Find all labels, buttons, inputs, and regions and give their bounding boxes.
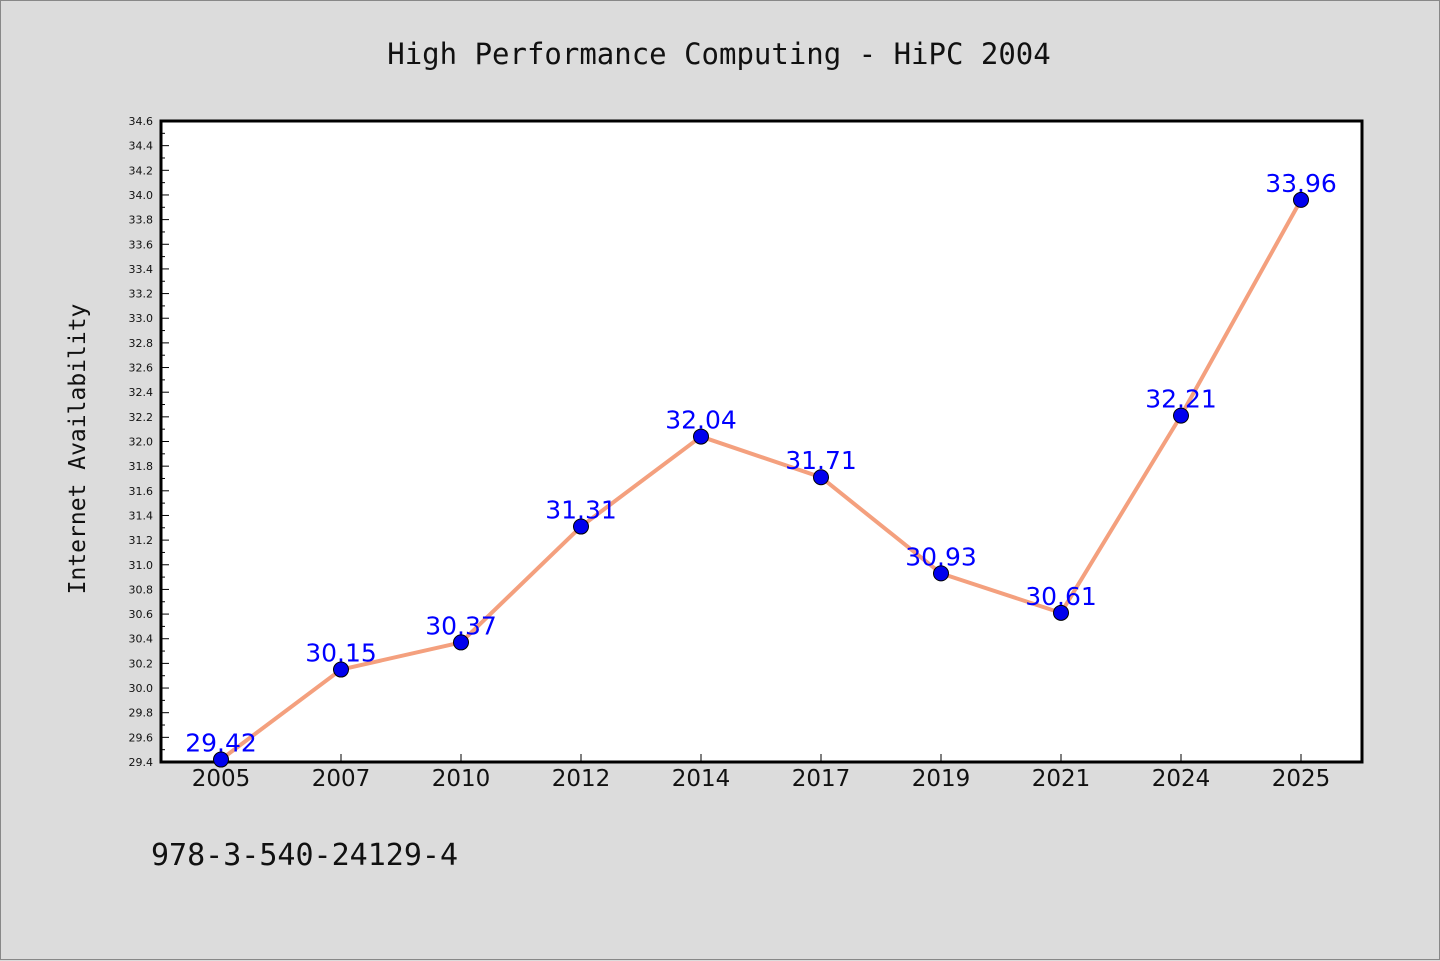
y-tick-label: 30.2	[129, 657, 154, 670]
data-point	[1173, 407, 1189, 424]
y-tick-label: 33.8	[129, 214, 154, 227]
x-tick-label: 2025	[1272, 766, 1331, 792]
data-point	[573, 518, 589, 535]
y-tick-label: 34.4	[129, 140, 154, 153]
x-tick-label: 2017	[792, 766, 851, 792]
data-point	[333, 661, 349, 678]
data-label: 33.96	[1265, 169, 1337, 198]
y-tick-label: 34.2	[129, 164, 154, 177]
data-label: 31.71	[785, 446, 857, 475]
y-axis-label: Internet Availability	[65, 304, 91, 595]
y-tick-label: 31.0	[129, 559, 154, 572]
y-tick-label: 34.0	[129, 189, 154, 202]
data-label: 31.31	[545, 496, 617, 525]
y-axis-ticks: 29.4 29.6 29.8 30.0 30.2 30.4 30.6 30.8 31.0 31.2…	[129, 115, 169, 769]
y-tick-label: 34.6	[129, 115, 154, 128]
data-label: 30.93	[905, 542, 977, 571]
chart-title: High Performance Computing - HiPC 2004	[387, 37, 1050, 71]
y-tick-label: 31.2	[129, 534, 154, 547]
y-tick-label: 30.8	[129, 583, 154, 596]
y-tick-label: 32.4	[129, 386, 154, 399]
data-point	[453, 634, 469, 651]
y-tick-label: 32.8	[129, 337, 154, 350]
y-tick-label: 33.6	[129, 238, 154, 251]
y-tick-label: 32.2	[129, 411, 154, 424]
data-label: 30.37	[425, 611, 497, 640]
x-axis-ticks: 2005 2007 2010 2012 2014 2017 2019 2021 2024 2025	[192, 754, 1331, 792]
y-tick-label: 30.6	[129, 608, 154, 621]
data-label: 32.21	[1145, 385, 1217, 414]
x-tick-label: 2021	[1032, 766, 1091, 792]
series-line	[219, 197, 1303, 762]
y-tick-label: 31.6	[129, 485, 154, 498]
y-tick-label: 29.4	[129, 756, 154, 769]
y-tick-label: 32.0	[129, 436, 154, 449]
y-tick-label: 33.4	[129, 263, 154, 276]
data-label: 30.61	[1025, 582, 1097, 611]
y-tick-label: 29.6	[129, 731, 154, 744]
data-label: 32.04	[665, 406, 737, 435]
data-point	[1053, 604, 1069, 621]
data-point	[933, 565, 949, 582]
data-point	[813, 469, 829, 486]
x-tick-label: 2019	[912, 766, 971, 792]
y-tick-label: 33.0	[129, 312, 154, 325]
y-tick-label: 29.8	[129, 707, 154, 720]
y-tick-label: 30.0	[129, 682, 154, 695]
data-point	[693, 428, 709, 445]
data-label: 29.42	[185, 729, 257, 758]
data-point	[213, 751, 229, 768]
x-tick-label: 2024	[1152, 766, 1211, 792]
y-tick-label: 33.2	[129, 288, 154, 301]
x-tick-label: 2007	[312, 766, 371, 792]
y-tick-label: 32.6	[129, 362, 154, 375]
x-tick-label: 2014	[672, 766, 731, 792]
x-tick-label: 2010	[432, 766, 491, 792]
data-label: 30.15	[305, 639, 377, 668]
series-layer	[213, 191, 1309, 768]
data-labels-layer: 29.42 30.15 30.37 31.31 32.04 31.71 30.93 30.61…	[185, 169, 1337, 758]
y-tick-label: 31.8	[129, 460, 154, 473]
x-tick-label: 2012	[552, 766, 611, 792]
footnote-isbn: 978-3-540-24129-4	[151, 838, 458, 873]
plot-area	[159, 119, 1364, 764]
y-tick-label: 30.4	[129, 633, 154, 646]
x-tick-label: 2005	[192, 766, 251, 792]
y-tick-label: 31.4	[129, 509, 154, 522]
data-point	[1293, 191, 1309, 208]
